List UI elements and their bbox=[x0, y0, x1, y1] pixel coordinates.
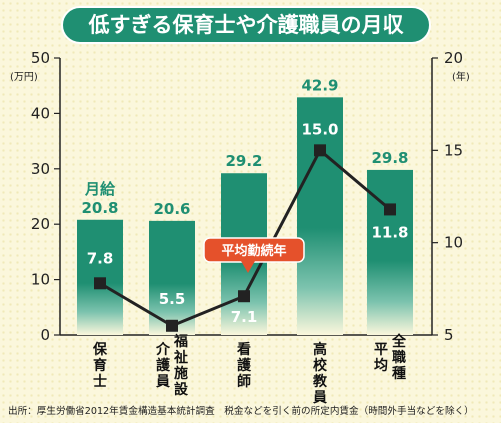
category-char: 福 bbox=[173, 333, 188, 350]
category-char: 師 bbox=[237, 373, 251, 390]
bar-value-label: 20.8 bbox=[81, 199, 118, 217]
line-value-label: 7.1 bbox=[231, 308, 258, 326]
category-label: 介護員 bbox=[155, 341, 171, 390]
line-value-label: 15.0 bbox=[301, 120, 338, 138]
category-label: 平均 bbox=[374, 342, 388, 374]
line-point bbox=[238, 290, 250, 303]
right-tick-label: 15 bbox=[444, 141, 463, 159]
bars bbox=[77, 97, 413, 335]
left-tick-label: 40 bbox=[31, 104, 50, 122]
line-point bbox=[94, 277, 106, 290]
category-char: 介 bbox=[155, 341, 171, 358]
line-series-badge: 平均勤続年 bbox=[203, 237, 305, 273]
right-tick-label: 10 bbox=[444, 234, 463, 252]
chart-title-banner: 低すぎる保育士や介護職員の月収 bbox=[61, 6, 431, 44]
left-tick-label: 50 bbox=[31, 49, 50, 67]
line-point bbox=[314, 144, 326, 157]
category-label: 保育士 bbox=[92, 341, 108, 390]
category-char: 種 bbox=[392, 365, 406, 382]
chart-title: 低すぎる保育士や介護職員の月収 bbox=[88, 13, 405, 37]
line-series bbox=[94, 144, 396, 332]
category-char: 職 bbox=[392, 349, 406, 366]
bar-value-label: 42.9 bbox=[301, 76, 338, 94]
bar-value-label: 20.6 bbox=[153, 200, 190, 218]
line-value-label: 5.5 bbox=[159, 290, 186, 308]
category-char: 員 bbox=[312, 390, 327, 406]
line-point bbox=[166, 319, 178, 332]
category-char: 校 bbox=[313, 357, 328, 374]
title-background bbox=[61, 6, 431, 44]
category-char: 育 bbox=[93, 357, 107, 374]
left-tick-label: 20 bbox=[31, 215, 50, 233]
data-labels: 20.8 20.6 29.2 42.9 29.8 月給 7.8 5.5 7.1 15.0 11.8 bbox=[81, 76, 408, 326]
bar bbox=[297, 97, 343, 335]
left-axis-unit: (万円) bbox=[10, 72, 38, 83]
line-point bbox=[384, 203, 396, 216]
category-char: 祉 bbox=[173, 349, 188, 366]
left-tick-label: 30 bbox=[31, 160, 50, 178]
badge-label: 平均勤続年 bbox=[221, 243, 286, 259]
line-value-label: 11.8 bbox=[371, 223, 408, 241]
category-label: 全職種 bbox=[391, 333, 407, 382]
right-tick-label: 5 bbox=[444, 326, 454, 344]
badge-pointer bbox=[241, 261, 255, 273]
left-tick-label: 10 bbox=[31, 271, 50, 289]
category-label: 看護師 bbox=[236, 341, 252, 390]
category-char: 教 bbox=[313, 373, 328, 390]
category-char: 保 bbox=[92, 341, 108, 358]
left-tick-label: 0 bbox=[40, 326, 50, 344]
category-char: 全 bbox=[391, 333, 407, 350]
line-value-label: 7.8 bbox=[87, 249, 114, 267]
bar-value-label: 29.2 bbox=[225, 152, 262, 170]
right-tick-label: 20 bbox=[444, 49, 463, 67]
bar-value-label: 29.8 bbox=[371, 149, 408, 167]
category-char: 看 bbox=[236, 341, 251, 358]
category-char: 護 bbox=[237, 357, 252, 374]
source-note: 出所：厚生労働省2012年賃金構造基本統計調査 税金などを引く前の所定内賃金（時… bbox=[8, 405, 474, 417]
bar-series-name: 月給 bbox=[84, 180, 116, 198]
category-char: 員 bbox=[155, 374, 170, 390]
category-label: 高校教員 bbox=[312, 341, 328, 406]
category-char: 護 bbox=[156, 357, 171, 374]
category-char: 均 bbox=[374, 357, 388, 374]
category-char: 高 bbox=[313, 341, 327, 358]
category-char: 施 bbox=[174, 365, 188, 382]
category-char: 設 bbox=[174, 381, 189, 398]
category-label: 福祉施設 bbox=[173, 333, 189, 398]
category-char: 士 bbox=[93, 373, 107, 390]
category-char: 平 bbox=[374, 342, 388, 358]
right-axis-unit: (年) bbox=[452, 70, 470, 83]
